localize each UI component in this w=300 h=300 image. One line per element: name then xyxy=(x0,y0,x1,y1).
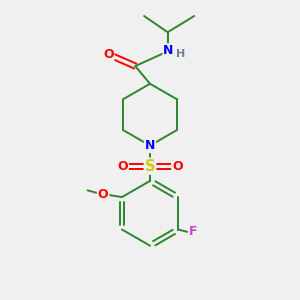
Text: S: S xyxy=(145,159,155,174)
Text: N: N xyxy=(145,139,155,152)
Text: O: O xyxy=(103,48,113,61)
Text: N: N xyxy=(164,44,174,57)
Text: O: O xyxy=(117,160,128,173)
Text: O: O xyxy=(172,160,183,173)
Text: O: O xyxy=(98,188,108,201)
Text: F: F xyxy=(189,225,198,239)
Text: H: H xyxy=(176,49,185,59)
